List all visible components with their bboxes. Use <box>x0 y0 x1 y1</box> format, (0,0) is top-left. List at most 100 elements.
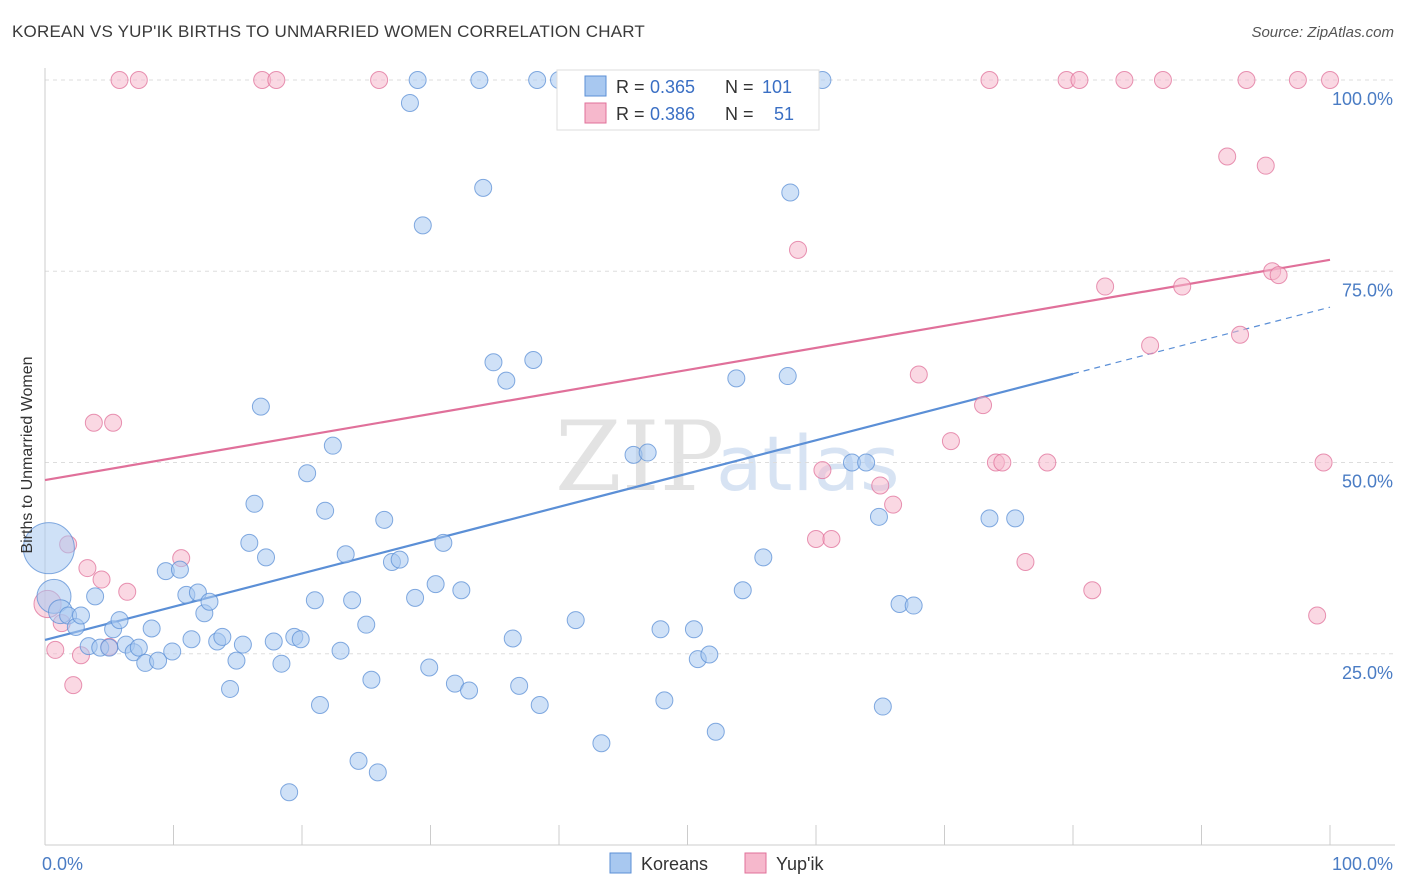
legend-label-koreans: Koreans <box>641 854 708 874</box>
data-point <box>233 635 252 654</box>
data-point <box>909 365 928 384</box>
trend-line-extension <box>1072 306 1331 375</box>
data-point <box>1237 71 1256 89</box>
data-point <box>305 591 324 610</box>
tick-labels: 25.0% 50.0% 75.0% 100.0% 0.0% 100.0% <box>42 89 1393 874</box>
data-point <box>343 591 362 610</box>
data-point <box>257 548 276 567</box>
data-point <box>1269 266 1288 285</box>
data-point <box>221 679 240 698</box>
data-point <box>104 413 123 432</box>
data-point <box>1173 277 1192 296</box>
data-point <box>873 697 892 716</box>
data-point <box>1115 71 1134 89</box>
data-point <box>71 606 90 625</box>
data-point <box>110 71 129 89</box>
data-point <box>86 587 105 606</box>
data-point <box>413 216 432 235</box>
data-point <box>149 651 168 670</box>
data-point <box>638 443 657 462</box>
legend-top: R = 0.365 N = 101 R = 0.386 N = 51 <box>556 69 820 131</box>
data-point <box>904 596 923 615</box>
data-point <box>375 510 394 529</box>
source-credit: Source: ZipAtlas.com <box>1251 24 1394 41</box>
data-point <box>408 71 427 89</box>
data-point <box>400 93 419 112</box>
axes <box>44 68 1395 846</box>
data-point <box>331 641 350 660</box>
trend-lines <box>44 258 1331 642</box>
data-point <box>1256 156 1275 175</box>
data-point <box>980 71 999 89</box>
data-point <box>291 630 310 649</box>
data-points <box>22 71 1339 802</box>
legend-r-label: R = <box>616 104 645 124</box>
data-point <box>474 178 493 197</box>
legend-bottom: Koreans Yup'ik <box>609 852 824 874</box>
data-point <box>310 696 329 715</box>
data-point <box>272 654 291 673</box>
data-point <box>807 530 825 548</box>
data-point <box>368 763 387 782</box>
data-point <box>163 642 182 661</box>
y-tick-label: 25.0% <box>1342 663 1393 683</box>
data-point <box>420 658 439 677</box>
data-point <box>781 183 800 202</box>
data-point <box>871 476 890 495</box>
data-point <box>426 575 445 594</box>
data-point <box>524 350 543 369</box>
data-point <box>884 495 903 514</box>
data-point <box>974 396 993 415</box>
y-tick-label: 75.0% <box>1342 280 1393 300</box>
data-point <box>592 734 611 753</box>
y-tick-label: 100.0% <box>1332 89 1393 109</box>
data-point <box>1231 325 1250 344</box>
data-point <box>566 611 585 630</box>
data-point <box>813 461 832 480</box>
data-point <box>142 619 161 638</box>
data-point <box>1006 509 1025 528</box>
data-point <box>22 522 75 575</box>
legend-swatch-koreans <box>609 852 632 874</box>
data-point <box>336 545 355 564</box>
data-point <box>822 530 841 548</box>
data-point <box>470 71 489 89</box>
data-point <box>869 507 888 526</box>
data-point <box>118 582 137 601</box>
data-point <box>452 581 471 600</box>
data-point <box>370 71 389 89</box>
legend-r-value: 0.386 <box>650 104 695 124</box>
grid-lines <box>45 79 1395 655</box>
legend-swatch-yupik <box>744 852 767 874</box>
data-point <box>110 611 129 630</box>
data-point <box>1038 453 1057 472</box>
x-tick-label: 0.0% <box>42 854 83 874</box>
data-point <box>357 615 376 634</box>
data-point <box>733 581 752 600</box>
data-point <box>1218 147 1237 166</box>
data-point <box>1016 552 1035 571</box>
data-point <box>651 620 670 639</box>
data-point <box>84 413 103 432</box>
data-point <box>362 670 381 689</box>
data-point <box>182 630 201 649</box>
data-point <box>1314 453 1333 472</box>
data-point <box>100 638 119 657</box>
data-point <box>789 240 808 259</box>
data-point <box>264 632 283 651</box>
data-point <box>390 550 409 569</box>
legend-n-value: 101 <box>762 77 792 97</box>
legend-label-yupik: Yup'ik <box>776 854 824 874</box>
legend-r-label: R = <box>616 77 645 97</box>
data-point <box>706 722 725 741</box>
data-point <box>1288 71 1307 89</box>
data-point <box>700 645 719 664</box>
data-point <box>267 71 286 89</box>
legend-n-label: N = <box>725 77 754 97</box>
data-point <box>129 71 148 89</box>
data-point <box>1308 606 1327 625</box>
data-point <box>92 570 111 589</box>
data-point <box>655 691 674 710</box>
trend-line <box>44 372 1074 642</box>
